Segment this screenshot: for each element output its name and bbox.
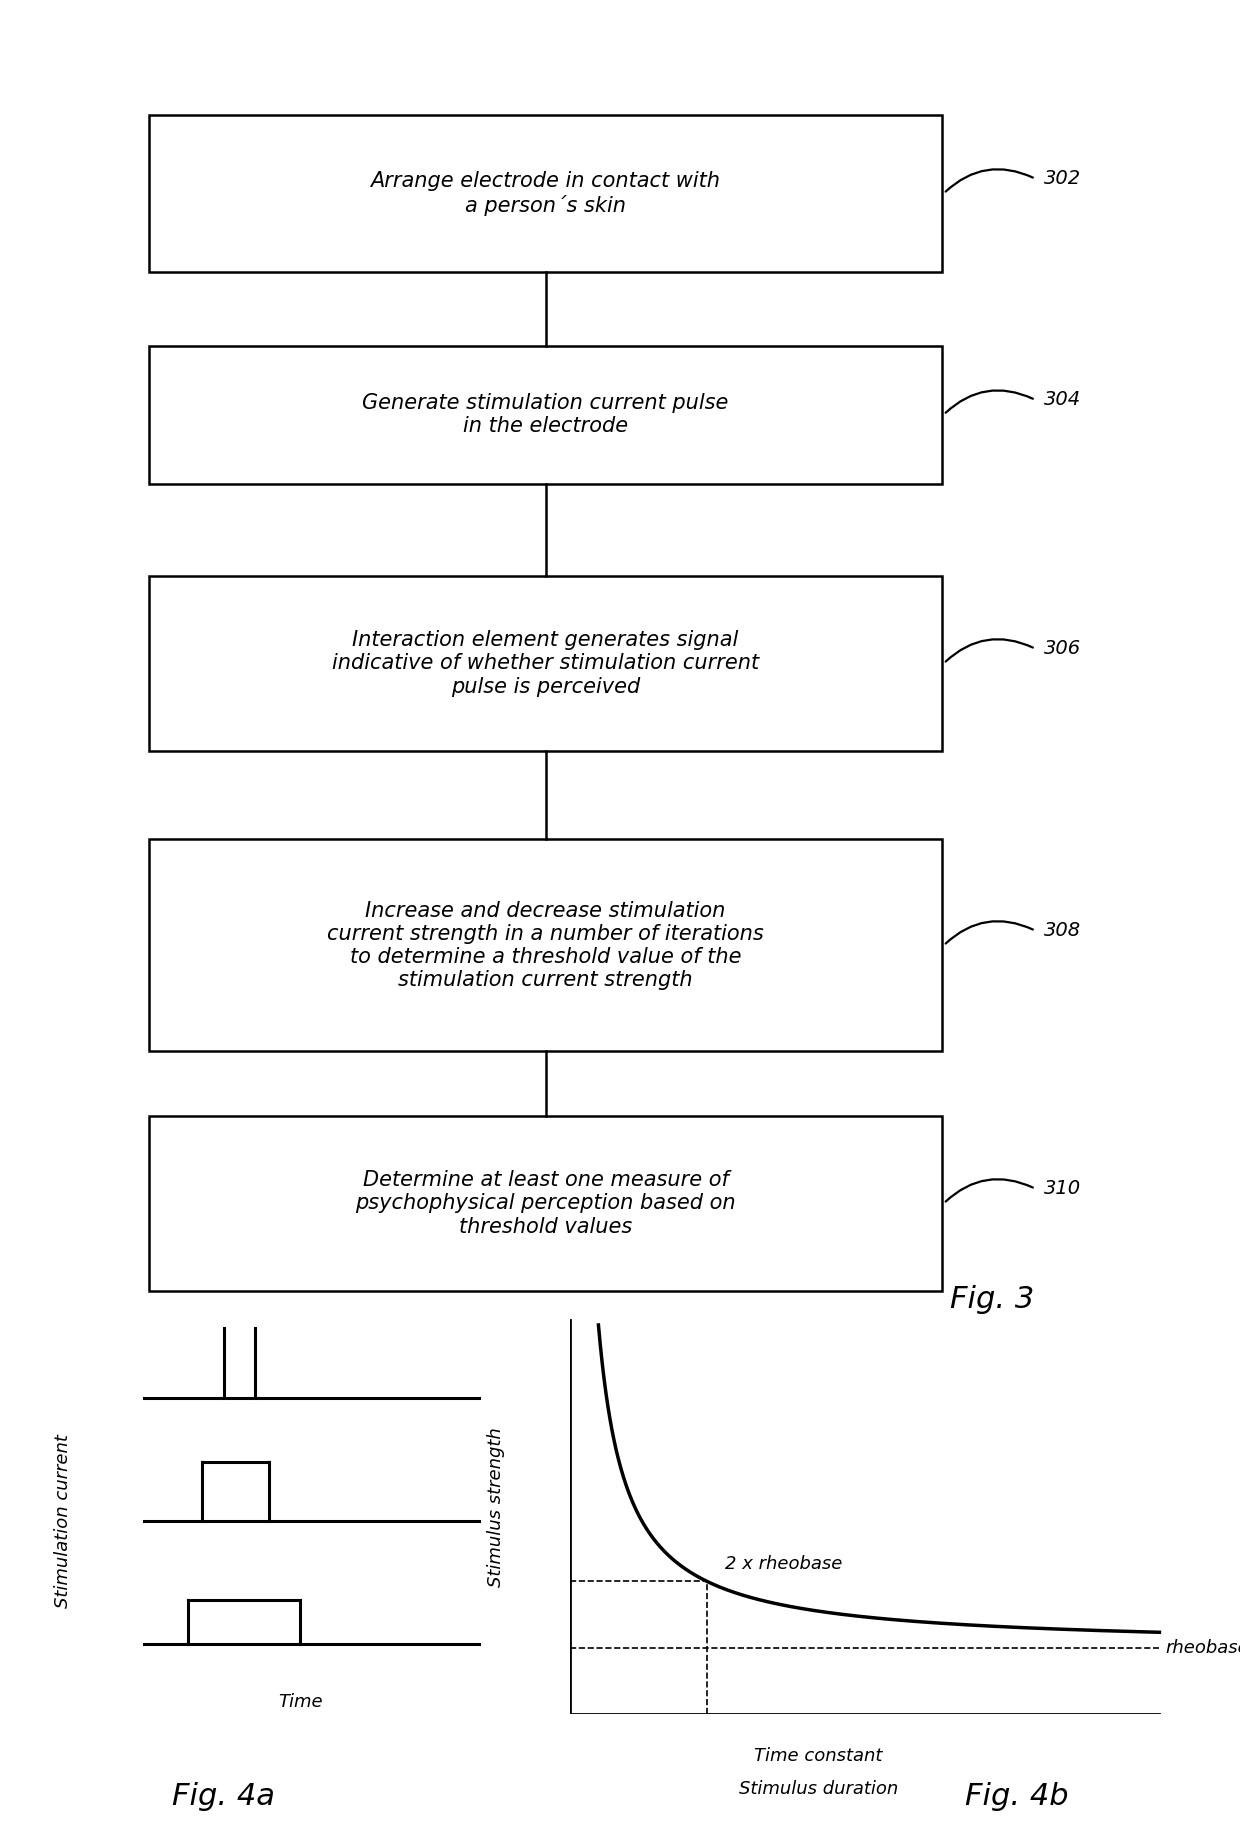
Text: 302: 302 xyxy=(1044,170,1081,188)
Text: Determine at least one measure of
psychophysical perception based on
threshold v: Determine at least one measure of psycho… xyxy=(356,1170,735,1237)
Text: 308: 308 xyxy=(1044,922,1081,940)
Text: Stimulus strength: Stimulus strength xyxy=(487,1426,505,1587)
Text: Generate stimulation current pulse
in the electrode: Generate stimulation current pulse in th… xyxy=(362,393,729,437)
Text: 310: 310 xyxy=(1044,1180,1081,1198)
Text: Fig. 4b: Fig. 4b xyxy=(965,1782,1069,1812)
Bar xyxy=(149,1117,942,1290)
Text: rheobase: rheobase xyxy=(1166,1638,1240,1657)
Text: Time: Time xyxy=(278,1694,322,1712)
Text: Fig. 4a: Fig. 4a xyxy=(171,1782,275,1812)
Bar xyxy=(149,840,942,1051)
Bar xyxy=(149,114,942,271)
Text: 2 x rheobase: 2 x rheobase xyxy=(725,1555,843,1572)
Bar xyxy=(149,346,942,483)
Text: 306: 306 xyxy=(1044,640,1081,658)
Text: 304: 304 xyxy=(1044,391,1081,409)
Text: Time constant: Time constant xyxy=(754,1747,883,1766)
Bar xyxy=(149,575,942,752)
Text: Increase and decrease stimulation
current strength in a number of iterations
to : Increase and decrease stimulation curren… xyxy=(327,901,764,990)
Text: Fig. 3: Fig. 3 xyxy=(950,1285,1034,1314)
Text: Interaction element generates signal
indicative of whether stimulation current
p: Interaction element generates signal ind… xyxy=(332,630,759,697)
Text: Stimulation current: Stimulation current xyxy=(55,1434,72,1609)
Text: Stimulus duration: Stimulus duration xyxy=(739,1780,898,1799)
Text: Arrange electrode in contact with
a person´s skin: Arrange electrode in contact with a pers… xyxy=(371,171,720,216)
